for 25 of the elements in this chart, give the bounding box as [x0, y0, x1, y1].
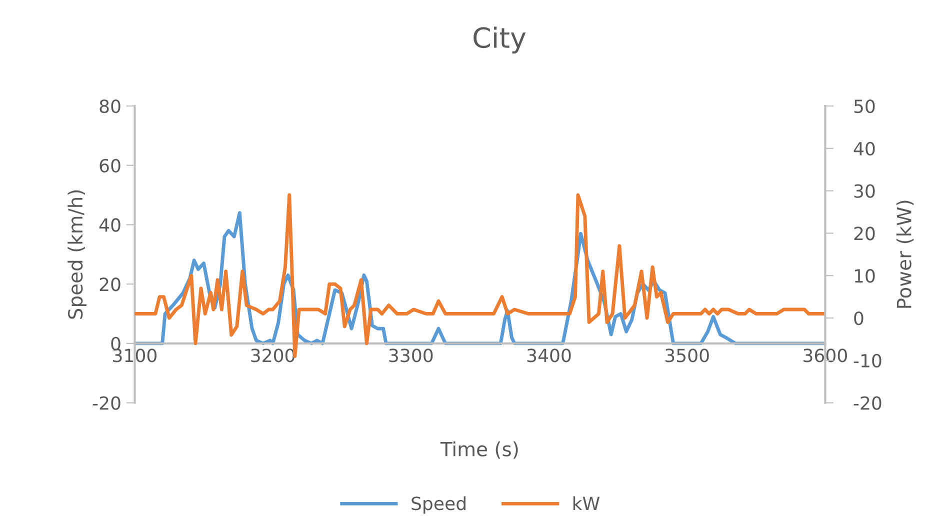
y-tick-label: 40 — [99, 218, 120, 232]
y2-tick-label: 50 — [854, 99, 875, 114]
y2-tick-label: 20 — [854, 226, 875, 240]
y2-tick-label: -10 — [854, 354, 882, 368]
y2-tick-label: -20 — [854, 396, 882, 410]
y-tick-label: 80 — [100, 99, 120, 114]
x-tick-label: 3300 — [389, 348, 433, 362]
legend-label: Speed — [412, 496, 466, 514]
y-tick-label: 60 — [100, 158, 120, 172]
y-tick-label: 20 — [100, 278, 120, 292]
y2-tick-label: 10 — [854, 269, 875, 283]
x-axis-title: Time (s) — [440, 441, 518, 459]
y2-tick-label: 40 — [854, 142, 875, 156]
legend-label: kW — [573, 496, 600, 510]
x-tick-label: 3400 — [527, 348, 571, 362]
y-tick-label: -20 — [92, 396, 120, 410]
x-tick-label: 3500 — [665, 348, 709, 362]
y2-tick-label: 0 — [854, 311, 864, 326]
x-tick-label: 3600 — [804, 348, 847, 362]
x-tick-label: 3100 — [113, 348, 156, 362]
x-tick-label: 3200 — [251, 348, 295, 362]
y2-axis-title: Power (kW) — [896, 200, 914, 308]
y2-tick-label: 30 — [854, 184, 875, 198]
chart-title: City — [474, 26, 526, 54]
y-axis-title: Speed (km/h) — [68, 190, 86, 319]
